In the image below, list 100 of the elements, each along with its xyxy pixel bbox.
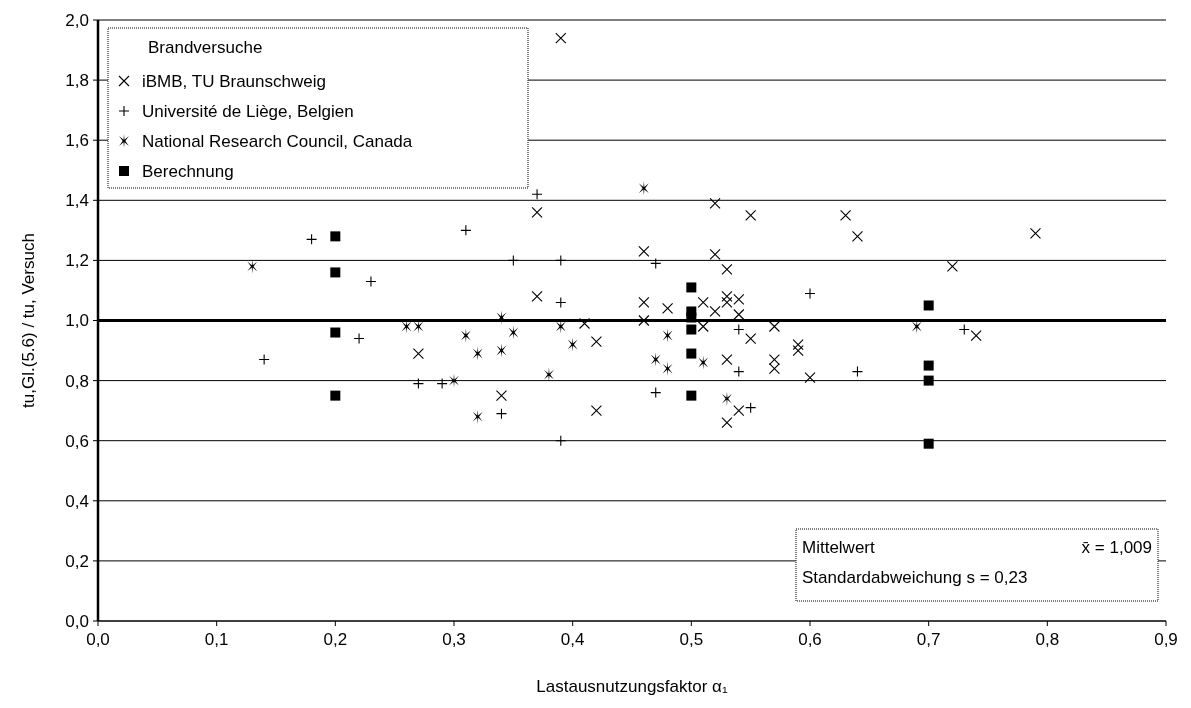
- point: [555, 435, 567, 447]
- y-tick-label: 0,8: [65, 371, 89, 391]
- point: [590, 335, 602, 348]
- point: [531, 206, 543, 218]
- point: [768, 354, 780, 366]
- point: [792, 338, 804, 351]
- point: [733, 293, 745, 306]
- legend-label: National Research Council, Canada: [142, 131, 413, 151]
- y-tick-label: 0,6: [65, 431, 89, 451]
- point: [970, 329, 982, 342]
- y-tick-label: 2,0: [65, 10, 89, 30]
- point: [804, 372, 816, 384]
- point: [578, 317, 591, 330]
- point: [721, 290, 733, 303]
- y-axis-title: tu,Gl.(5.6) / tu, Versuch: [19, 233, 38, 408]
- point: [923, 360, 934, 371]
- point: [330, 267, 341, 278]
- point: [638, 314, 650, 327]
- point: [768, 363, 780, 375]
- point: [638, 245, 650, 257]
- point: [495, 408, 508, 420]
- x-tick-label: 0,7: [916, 630, 941, 649]
- x-tick-label: 0,3: [442, 630, 466, 649]
- point: [851, 366, 864, 378]
- y-tick-label: 0,2: [65, 551, 89, 571]
- point: [555, 32, 567, 44]
- point: [472, 409, 483, 424]
- point: [923, 300, 934, 311]
- point: [472, 346, 483, 361]
- point: [638, 296, 650, 309]
- point: [496, 310, 507, 325]
- point: [507, 254, 519, 266]
- point: [306, 233, 318, 245]
- point: [851, 230, 864, 242]
- point: [330, 231, 341, 242]
- point: [1029, 227, 1042, 239]
- point: [686, 348, 697, 359]
- annotation: Mittelwert: [802, 538, 876, 557]
- point: [686, 390, 697, 401]
- point: [330, 327, 341, 338]
- point: [662, 361, 673, 376]
- point: [709, 197, 721, 209]
- point: [721, 354, 733, 366]
- point: [247, 259, 258, 274]
- point: [733, 366, 745, 378]
- point: [792, 345, 804, 357]
- point: [709, 305, 721, 318]
- y-tick-label: 0,4: [65, 491, 89, 511]
- point: [650, 387, 662, 399]
- y-tick-label: 0,0: [65, 611, 89, 631]
- annotation: Standardabweichung s = 0,23: [802, 568, 1028, 587]
- x-tick-label: 0,8: [1035, 630, 1060, 649]
- point: [330, 390, 341, 401]
- x-axis-title: Lastausnutzungsfaktor α₁: [536, 677, 728, 696]
- point: [460, 224, 472, 236]
- point: [590, 405, 602, 417]
- point: [745, 332, 757, 345]
- point: [496, 343, 507, 358]
- x-tick-label: 0,9: [1154, 630, 1178, 649]
- point: [923, 438, 934, 449]
- point: [721, 296, 733, 309]
- point: [567, 337, 578, 352]
- point: [840, 209, 852, 221]
- legend-label: Université de Liège, Belgien: [142, 101, 354, 121]
- point: [508, 325, 519, 340]
- point: [686, 324, 697, 335]
- point: [721, 263, 733, 275]
- y-tick-label: 1,0: [65, 311, 89, 331]
- point: [436, 378, 448, 390]
- legend-title: Brandversuche: [148, 38, 263, 57]
- y-tick-label: 1,6: [65, 131, 89, 151]
- point: [531, 188, 543, 200]
- legend-label: Berechnung: [142, 161, 234, 181]
- point: [662, 328, 673, 343]
- point: [555, 254, 567, 266]
- point: [650, 257, 662, 269]
- point: [946, 260, 958, 272]
- point: [745, 209, 757, 221]
- annotation: x̄ = 1,009: [1081, 538, 1152, 557]
- y-tick-label: 1,4: [65, 191, 89, 211]
- point: [721, 417, 733, 429]
- y-tick-label: 1,2: [65, 251, 89, 271]
- point: [531, 290, 543, 303]
- x-tick-label: 0,1: [204, 630, 229, 649]
- point: [412, 378, 424, 390]
- x-tick-label: 0,4: [560, 630, 585, 649]
- point: [412, 348, 424, 360]
- x-tick-label: 0,5: [679, 630, 704, 649]
- legend-label: iBMB, TU Braunschweig: [142, 71, 326, 91]
- point: [662, 302, 674, 315]
- point: [650, 352, 661, 367]
- point: [495, 390, 508, 402]
- point: [686, 312, 697, 323]
- point: [923, 375, 934, 386]
- x-tick-label: 0,0: [86, 630, 110, 649]
- point: [697, 296, 709, 309]
- point: [709, 248, 721, 260]
- x-tick-label: 0,2: [323, 630, 348, 649]
- x-tick-label: 0,6: [798, 630, 822, 649]
- y-tick-label: 1,8: [65, 71, 89, 91]
